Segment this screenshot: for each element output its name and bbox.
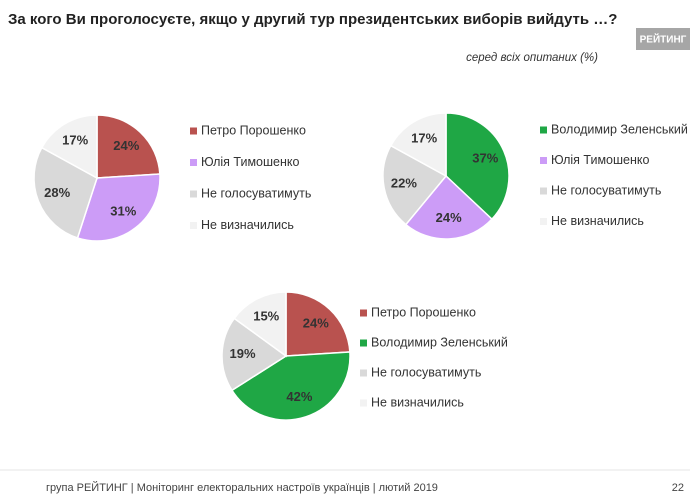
slide-title: За кого Ви проголосуєте, якщо у другий т… bbox=[8, 11, 617, 28]
pie-slice bbox=[382, 144, 448, 226]
pie-slice bbox=[445, 112, 510, 221]
legend-swatch bbox=[360, 369, 367, 377]
pie-slice bbox=[389, 112, 447, 178]
legend-label: Володимир Зеленський bbox=[371, 335, 508, 349]
legend-swatch bbox=[540, 187, 547, 195]
legend-label: Не визначились bbox=[371, 395, 464, 409]
pie-slice bbox=[76, 173, 161, 242]
pie-slice bbox=[404, 174, 493, 240]
slice-label: 17% bbox=[62, 133, 88, 148]
legend-label: Не голосуватимуть bbox=[201, 186, 311, 200]
logo-box bbox=[636, 28, 690, 50]
subtitle: серед всіх опитаних (%) bbox=[466, 52, 598, 64]
legend-swatch bbox=[360, 339, 367, 347]
pie-slice bbox=[33, 146, 98, 239]
legend-label: Не визначились bbox=[551, 214, 644, 228]
legend-label: Не голосуватимуть bbox=[371, 365, 481, 379]
pie-slice bbox=[230, 351, 351, 421]
legend-label: Петро Порошенко bbox=[201, 123, 306, 137]
slice-label: 31% bbox=[110, 203, 136, 218]
legend-swatch bbox=[190, 127, 197, 135]
legend-swatch bbox=[540, 126, 547, 134]
legend-label: Не визначились bbox=[201, 218, 294, 232]
slice-label: 28% bbox=[44, 185, 70, 200]
slice-label: 15% bbox=[253, 309, 279, 324]
footer: група РЕЙТИНГ | Моніторинг електоральних… bbox=[46, 481, 438, 494]
legend-swatch bbox=[540, 157, 547, 164]
legend-label: Володимир Зеленський bbox=[551, 122, 688, 136]
legend-label: Не голосуватимуть bbox=[551, 183, 661, 197]
pie-slice bbox=[285, 291, 351, 357]
legend-label: Петро Порошенко bbox=[371, 305, 476, 319]
legend-swatch bbox=[190, 159, 197, 166]
slice-label: 24% bbox=[113, 138, 139, 153]
slice-label: 42% bbox=[286, 389, 312, 404]
logo: РЕЙТИНГ bbox=[640, 33, 687, 46]
slice-label: 17% bbox=[411, 131, 437, 146]
slice-label: 24% bbox=[436, 210, 462, 225]
pie-slice bbox=[96, 114, 161, 179]
legend-swatch bbox=[190, 222, 197, 229]
slice-label: 37% bbox=[472, 150, 498, 165]
page-number: 22 bbox=[672, 482, 684, 494]
slice-label: 19% bbox=[229, 346, 255, 361]
legend-swatch bbox=[360, 309, 367, 317]
slice-label: 24% bbox=[303, 316, 329, 331]
pie-slice bbox=[233, 291, 287, 358]
legend-swatch bbox=[360, 399, 367, 407]
pie-slice bbox=[40, 114, 98, 180]
legend-swatch bbox=[540, 218, 547, 225]
slice-label: 22% bbox=[391, 175, 417, 190]
legend-swatch bbox=[190, 190, 197, 198]
pie-slice bbox=[221, 317, 288, 392]
legend-label: Юлія Тимошенко bbox=[551, 153, 649, 167]
legend-label: Юлія Тимошенко bbox=[201, 155, 299, 169]
